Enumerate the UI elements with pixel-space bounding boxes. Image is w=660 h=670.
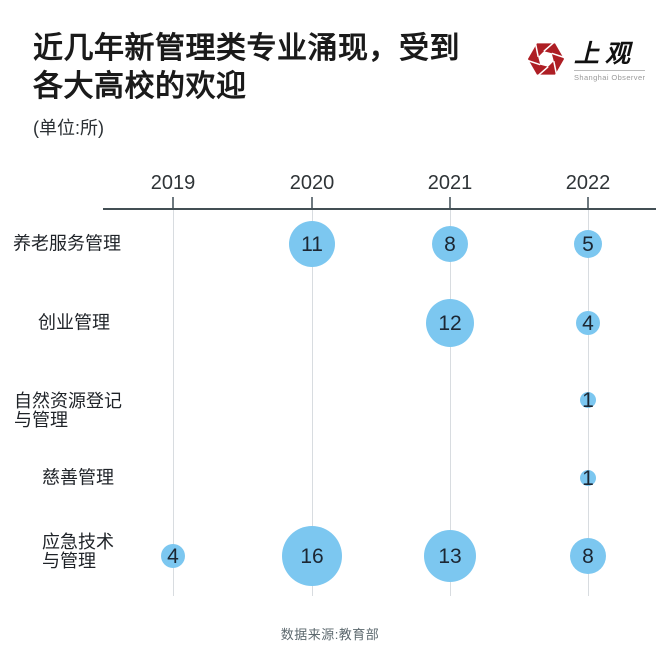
page-title: 近几年新管理类专业涌现，受到 各大高校的欢迎	[33, 30, 513, 106]
x-axis-line	[103, 208, 656, 210]
year-label-2019: 2019	[150, 172, 196, 194]
row-label: 养老服务管理	[13, 233, 121, 254]
bubble-value: 8	[444, 232, 456, 256]
unit-note: (单位:所)	[33, 118, 104, 138]
column-gridline	[450, 210, 451, 596]
bubble-2021-value: 13	[424, 530, 476, 582]
bubble-2021-value: 8	[432, 226, 468, 262]
title-line-1: 近几年新管理类专业涌现，受到	[33, 32, 460, 65]
bubble-2019-value: 4	[161, 544, 185, 568]
shanghai-observer-logo: 上观 Shanghai Observer	[527, 40, 646, 82]
bubble-2022-value: 4	[576, 311, 600, 335]
row-label: 慈善管理	[42, 467, 114, 488]
axis-tick	[172, 197, 174, 208]
bubble-2020-value: 16	[282, 526, 342, 586]
year-label-2020: 2020	[289, 172, 335, 194]
bubble-2022-value: 8	[570, 538, 606, 574]
axis-tick	[449, 197, 451, 208]
bubble-2022-value: 1	[580, 388, 596, 412]
bubble-value: 5	[582, 232, 594, 256]
row-label: 创业管理	[38, 312, 110, 333]
bubble-2022-value: 1	[580, 466, 596, 490]
axis-tick	[311, 197, 313, 208]
logo-name-en: Shanghai Observer	[574, 70, 646, 82]
title-line-2: 各大高校的欢迎	[33, 70, 247, 103]
bubble-2020-value: 11	[289, 221, 335, 267]
bubble-2022-value: 5	[574, 230, 602, 258]
data-source-note: 数据来源:教育部	[280, 627, 380, 642]
row-label: 自然资源登记 与管理	[14, 391, 122, 430]
column-gridline	[173, 210, 174, 596]
aperture-hexagon-icon	[527, 42, 565, 76]
bubble-2021-value: 12	[426, 299, 474, 347]
bubble-value: 1	[582, 388, 594, 412]
bubble-value: 13	[438, 544, 462, 568]
row-label: 应急技术 与管理	[42, 532, 114, 571]
bubble-value: 12	[438, 311, 462, 335]
bubble-value: 1	[582, 466, 594, 490]
axis-tick	[587, 197, 589, 208]
bubble-value: 11	[301, 232, 323, 256]
year-label-2022: 2022	[565, 172, 611, 194]
bubble-value: 4	[582, 311, 594, 335]
column-gridline	[312, 210, 313, 596]
logo-text: 上观 Shanghai Observer	[574, 40, 646, 82]
year-label-2021: 2021	[427, 172, 473, 194]
bubble-value: 4	[167, 544, 179, 568]
logo-name-cn: 上观	[574, 41, 637, 68]
bubble-value: 8	[582, 544, 594, 568]
bubble-value: 16	[300, 544, 324, 568]
